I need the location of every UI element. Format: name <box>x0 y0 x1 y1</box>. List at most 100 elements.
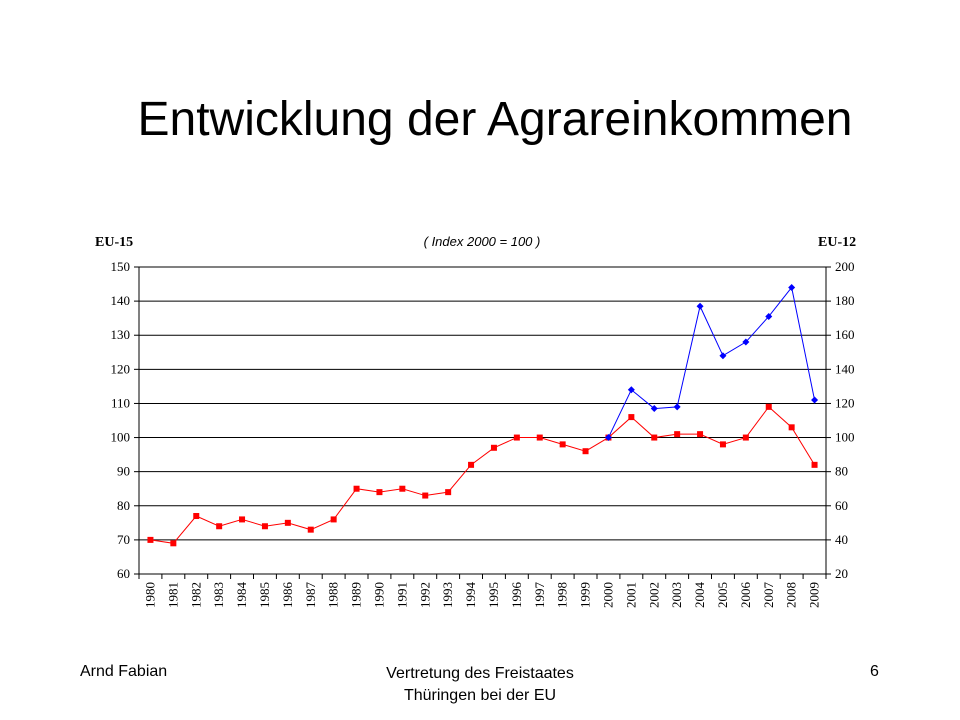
data-point <box>765 403 772 410</box>
x-tick-label: 1981 <box>165 582 180 608</box>
x-tick-label: 1998 <box>555 582 570 608</box>
x-tick-label: 1989 <box>349 582 364 608</box>
data-point <box>811 396 819 404</box>
data-point <box>445 489 452 496</box>
x-tick-label: 2001 <box>623 582 638 608</box>
x-tick-label: 2009 <box>807 582 822 608</box>
x-tick-label: 1990 <box>371 582 386 608</box>
data-point <box>193 513 200 520</box>
data-point <box>330 516 337 523</box>
x-tick-label: 1985 <box>257 582 272 608</box>
data-point <box>307 526 314 533</box>
x-tick-label: 2007 <box>761 582 776 609</box>
index-annotation: ( Index 2000 = 100 ) <box>424 234 541 249</box>
x-tick-label: 1997 <box>532 582 547 609</box>
x-tick-label: 1994 <box>463 582 478 609</box>
x-tick-label: 1991 <box>394 582 409 608</box>
right-tick-label: 180 <box>835 293 855 308</box>
x-tick-label: 1992 <box>417 582 432 608</box>
data-point <box>742 434 749 441</box>
data-point <box>216 523 223 530</box>
left-axis-label: EU-15 <box>95 235 133 250</box>
data-point <box>788 424 795 431</box>
data-point <box>170 540 177 547</box>
data-point <box>399 485 406 492</box>
data-point <box>651 434 658 441</box>
x-tick-label: 1993 <box>440 582 455 608</box>
data-point <box>582 448 589 455</box>
data-point <box>627 386 635 394</box>
data-point <box>490 444 497 451</box>
right-tick-label: 160 <box>835 327 855 342</box>
x-tick-label: 1982 <box>188 582 203 608</box>
data-point <box>284 519 291 526</box>
x-tick-label: 2000 <box>600 582 615 608</box>
left-tick-label: 120 <box>111 361 131 376</box>
x-tick-label: 1986 <box>280 582 295 609</box>
left-tick-label: 60 <box>117 566 130 581</box>
right-tick-label: 120 <box>835 395 855 410</box>
right-tick-label: 140 <box>835 361 855 376</box>
right-tick-label: 80 <box>835 464 848 479</box>
x-tick-label: 1987 <box>303 582 318 609</box>
x-tick-label: 2004 <box>692 582 707 609</box>
left-tick-label: 70 <box>117 532 130 547</box>
x-tick-label: 1999 <box>578 582 593 608</box>
data-point <box>742 338 750 346</box>
data-point <box>353 485 360 492</box>
x-tick-label: 2002 <box>646 582 661 608</box>
line-chart: EU-15 EU-12 ( Index 2000 = 100 ) 60 70 80 9… <box>95 234 856 609</box>
data-point <box>674 431 681 438</box>
x-tick-label: 1996 <box>509 582 524 609</box>
left-tick-label: 100 <box>111 430 131 445</box>
x-tick-label: 2003 <box>669 582 684 608</box>
series-layer <box>147 283 819 547</box>
right-axis-label: EU-12 <box>818 235 856 250</box>
plot-frame <box>138 266 827 575</box>
left-tick-label: 140 <box>111 293 131 308</box>
x-tick-label: 1988 <box>326 582 341 608</box>
right-tick-label: 40 <box>835 532 848 547</box>
footer-organization-line-2: Thüringen bei der EU <box>403 687 557 704</box>
data-point <box>376 489 383 496</box>
data-point <box>468 461 475 468</box>
gridlines <box>139 300 826 541</box>
data-point <box>719 352 727 360</box>
right-tick-label: 100 <box>835 430 855 445</box>
data-point <box>696 302 704 310</box>
x-tick-label: 1980 <box>142 582 157 608</box>
left-tick-label: 150 <box>111 259 131 274</box>
slide-title: Entwicklung der Agrareinkommen <box>137 93 853 146</box>
series-line-1 <box>150 406 815 544</box>
data-point <box>239 516 246 523</box>
data-point <box>788 283 796 291</box>
page-number: 6 <box>870 663 879 680</box>
right-tick-label: 60 <box>835 498 848 513</box>
right-tick-label: 200 <box>835 259 855 274</box>
data-point <box>559 441 566 448</box>
x-tick-label: 1984 <box>234 582 249 609</box>
data-point <box>513 434 520 441</box>
data-point <box>719 441 726 448</box>
data-point <box>628 414 635 421</box>
data-point <box>147 536 154 543</box>
data-point <box>650 405 658 413</box>
left-tick-label: 80 <box>117 498 130 513</box>
left-axis-ticks: 60 70 80 90 100 110 120 130 140 150 <box>111 259 139 581</box>
left-tick-label: 130 <box>111 327 131 342</box>
x-tick-label: 1983 <box>211 582 226 608</box>
footer-organization-line-1: Vertretung des Freistaates <box>386 665 574 682</box>
series-line-2 <box>607 286 816 438</box>
footer-organization: Vertretung des Freistaates Thüringen bei… <box>300 663 660 707</box>
left-tick-label: 110 <box>111 395 130 410</box>
data-point <box>765 312 773 320</box>
left-tick-label: 90 <box>117 464 130 479</box>
data-point <box>697 431 704 438</box>
right-tick-label: 20 <box>835 566 848 581</box>
right-axis-ticks: 20 40 60 80 100 120 140 160 180 200 <box>826 259 855 581</box>
x-axis-ticks: 1980 1981 1982 1983 1984 1985 1986 1987 1988 1989… <box>138 574 827 609</box>
x-tick-label: 1995 <box>486 582 501 608</box>
data-point <box>422 492 429 499</box>
x-tick-label: 2006 <box>738 582 753 609</box>
data-point <box>604 434 612 442</box>
